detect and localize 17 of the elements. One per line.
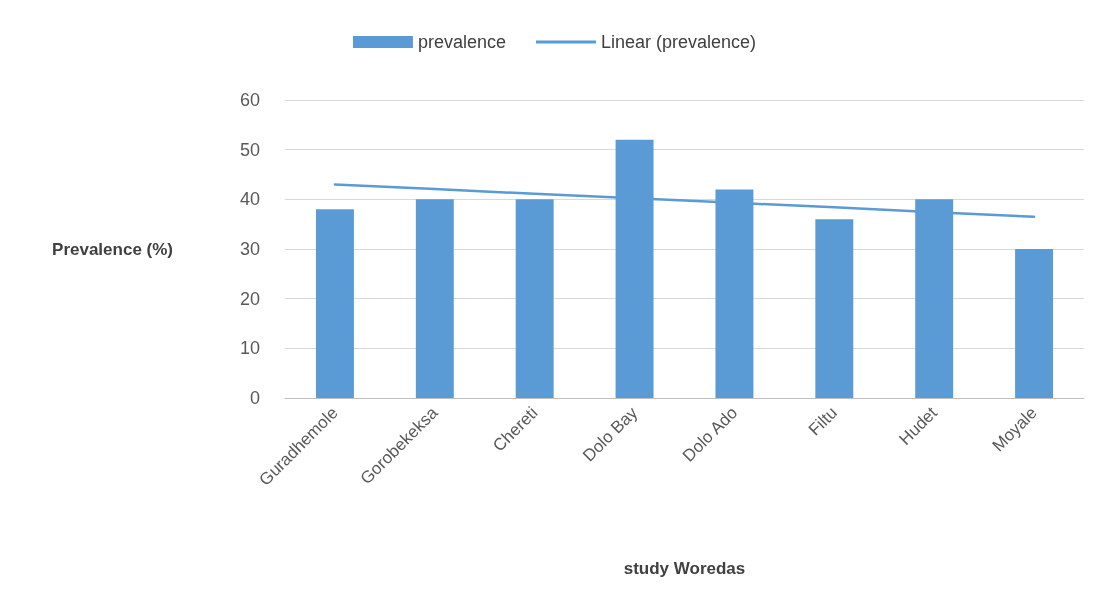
y-tick-label: 30 (239, 239, 260, 259)
legend-label: prevalence (417, 32, 506, 52)
x-tick-label: Filtu (804, 403, 842, 440)
y-axis-title: Prevalence (%) (52, 239, 173, 259)
bar (1015, 249, 1054, 398)
bar (815, 219, 854, 398)
bar (415, 199, 454, 398)
y-tick-label: 50 (239, 139, 260, 160)
bar (515, 199, 554, 398)
legend-label: Linear (prevalence) (600, 32, 757, 52)
y-tick-label: 60 (239, 90, 260, 110)
bar (315, 209, 354, 398)
y-tick-label: 20 (239, 288, 260, 309)
x-axis-title: study Woredas (623, 559, 746, 578)
y-tick-label: 10 (239, 338, 260, 359)
y-tick-label: 40 (239, 189, 260, 210)
y-tick-label: 0 (249, 388, 260, 408)
